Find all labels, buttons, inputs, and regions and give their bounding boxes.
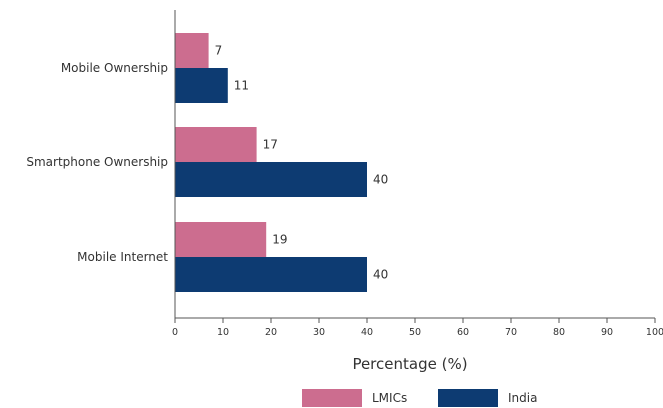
x-tick-label-90: 90: [601, 327, 613, 338]
value-label-india-1: 11: [234, 79, 249, 93]
legend-swatch-india: [438, 389, 498, 407]
x-tick-label-50: 50: [409, 327, 421, 338]
x-axis-title: Percentage (%): [352, 355, 467, 373]
x-tick-label-80: 80: [553, 327, 565, 338]
legend-label-india: India: [508, 391, 537, 405]
x-tick-label-70: 70: [505, 327, 517, 338]
value-label-lmics-2: 17: [263, 138, 278, 152]
legend-label-lmics: LMICs: [372, 391, 407, 405]
legend: LMICs India: [302, 389, 537, 407]
category-label-3: Mobile Internet: [77, 250, 168, 264]
value-label-india-2: 40: [373, 173, 388, 187]
x-tick-label-40: 40: [361, 327, 373, 338]
bar-india-1: [175, 68, 228, 103]
bar-lmics-3: [175, 222, 267, 257]
value-label-lmics-3: 19: [272, 233, 287, 247]
x-tick-label-20: 20: [265, 327, 277, 338]
category-label-1: Mobile Ownership: [61, 61, 168, 75]
x-tick-label-0: 0: [172, 327, 178, 338]
x-tick-label-30: 30: [313, 327, 325, 338]
legend-swatch-lmics: [302, 389, 362, 407]
value-labels-layer: 7 11 17 40 19 40: [215, 44, 389, 282]
bar-india-2: [175, 162, 367, 197]
x-tick-label-10: 10: [217, 327, 229, 338]
value-label-lmics-1: 7: [215, 44, 223, 58]
x-tick-label-60: 60: [457, 327, 469, 338]
value-label-india-3: 40: [373, 268, 388, 282]
category-label-2: Smartphone Ownership: [26, 155, 168, 169]
bar-india-3: [175, 257, 367, 292]
x-ticks-layer: 0 10 20 30 40 50 60 70 80 90 100: [172, 318, 663, 338]
bar-lmics-1: [175, 33, 209, 68]
bars-layer: [175, 33, 367, 292]
bar-lmics-2: [175, 127, 257, 162]
x-tick-label-100: 100: [646, 327, 663, 338]
category-labels-layer: Mobile Ownership Smartphone Ownership Mobi…: [26, 61, 168, 264]
